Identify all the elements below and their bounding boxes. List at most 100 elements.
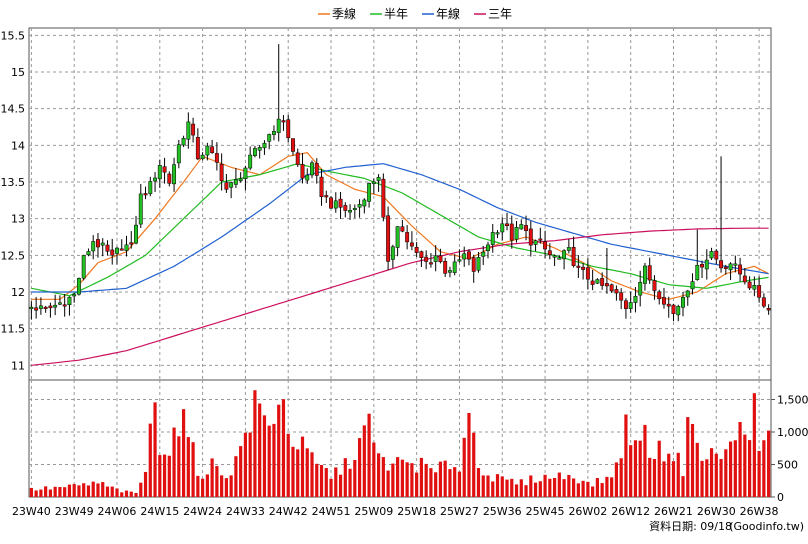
candle <box>119 239 124 251</box>
x-tick-label: 23W49 <box>55 505 94 518</box>
candle-body <box>81 255 86 279</box>
candle <box>367 182 372 208</box>
candle <box>600 272 605 290</box>
candle <box>438 248 443 264</box>
candle-body <box>704 259 709 270</box>
candle <box>709 247 714 261</box>
candle-body <box>733 263 738 266</box>
candle-body <box>547 250 552 256</box>
candle-body <box>138 193 143 225</box>
candle-body <box>533 240 538 245</box>
candle-body <box>695 265 700 280</box>
volume-bar <box>405 462 409 497</box>
volume-bar <box>681 476 685 497</box>
volume-bar <box>652 458 657 497</box>
candle-body <box>376 177 381 181</box>
candle-body <box>386 215 391 262</box>
candle-body <box>633 295 638 303</box>
volume-bar <box>690 423 695 497</box>
volume-bar <box>400 459 404 497</box>
volume-bar <box>714 453 718 497</box>
candle-body <box>38 305 43 309</box>
volume-bar <box>357 438 362 497</box>
volume-bar <box>453 467 457 497</box>
candle-body <box>205 145 210 156</box>
candle-body <box>238 178 243 182</box>
candle <box>704 249 709 280</box>
volume-bar <box>481 475 485 497</box>
volume-bar <box>124 490 129 497</box>
candle <box>490 224 495 253</box>
candle <box>314 158 319 184</box>
candle <box>633 287 638 313</box>
volume-bar <box>457 471 462 497</box>
candle-body <box>86 251 91 256</box>
legend-label: 年線 <box>436 6 460 21</box>
volume-tick-label: 1,000 <box>777 426 808 439</box>
candle <box>272 125 276 141</box>
volume-bar <box>514 484 519 497</box>
candle-body <box>514 227 519 240</box>
candle-body <box>538 238 543 241</box>
candle <box>761 293 766 309</box>
candle <box>124 235 129 257</box>
volume-bar <box>472 432 476 497</box>
volume-panel: 0 500 1,000 1,500 <box>28 379 808 504</box>
volume-bar <box>158 455 162 497</box>
candle <box>400 220 405 233</box>
candle-body <box>566 247 571 251</box>
x-tick-label: 24W42 <box>269 505 308 518</box>
candle-body <box>324 195 329 198</box>
candle-body <box>742 275 747 283</box>
candle <box>153 172 157 192</box>
candle <box>214 142 219 171</box>
candle <box>666 296 671 318</box>
candle-body <box>685 290 690 298</box>
candle-body <box>105 244 110 252</box>
candle-body <box>585 267 590 280</box>
candle-body <box>604 283 609 287</box>
x-axis: 23W40 23W49 24W06 24W15 24W24 24W33 24W42 24W51… <box>12 505 779 518</box>
price-panel: 11 11.5 12 12.5 13 13.5 14 14.5 15 15.5 <box>1 27 772 381</box>
candle-body <box>124 244 129 251</box>
volume-bar <box>667 453 671 497</box>
volume-bar <box>105 486 110 497</box>
volume-y-axis: 0 500 1,000 1,500 <box>771 394 808 504</box>
candle-body <box>143 193 148 196</box>
volume-bar <box>286 433 290 497</box>
volume-bar <box>605 476 609 497</box>
candle-body <box>761 297 766 307</box>
candle-body <box>424 256 429 262</box>
candle <box>457 249 462 263</box>
volume-bar <box>491 481 495 497</box>
candle-body <box>652 280 657 291</box>
volume-bar <box>72 484 76 497</box>
volume-bar <box>229 475 233 497</box>
candle <box>200 152 205 161</box>
candle-body <box>571 246 576 266</box>
candle <box>519 219 524 230</box>
candle-body <box>62 304 67 307</box>
candle-body <box>314 163 319 176</box>
candle <box>547 243 552 260</box>
candle <box>747 276 752 291</box>
candle <box>695 229 700 281</box>
candle <box>509 215 514 249</box>
volume-bar <box>662 461 666 497</box>
candle <box>281 115 286 131</box>
ma-year-line <box>31 163 769 293</box>
legend-label: 季線 <box>332 6 356 21</box>
candle-body <box>267 134 272 142</box>
candle-body <box>462 253 467 260</box>
candle <box>424 250 429 270</box>
price-tick-label: 11 <box>11 359 25 372</box>
candle <box>257 145 262 159</box>
candle-body <box>119 248 124 251</box>
candle <box>609 283 614 293</box>
volume-bar <box>700 460 704 497</box>
candle <box>48 302 53 318</box>
volume-bar <box>438 461 443 497</box>
data-date-label: 資料日期: 09/18 <box>649 519 732 533</box>
volume-bar <box>120 492 124 497</box>
candle-body <box>505 223 509 227</box>
